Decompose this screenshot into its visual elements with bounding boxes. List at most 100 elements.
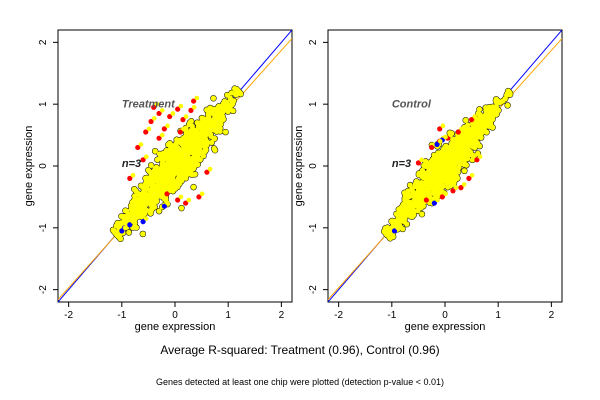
point — [152, 177, 158, 183]
point — [163, 162, 169, 168]
point — [438, 151, 444, 157]
point — [207, 166, 213, 172]
outlier-point-red — [164, 191, 170, 197]
point — [177, 166, 184, 172]
point — [211, 136, 217, 142]
point — [474, 126, 480, 133]
point — [129, 212, 136, 218]
point — [156, 208, 162, 214]
x-axis-label: gene expression — [405, 321, 486, 333]
point — [166, 153, 173, 160]
point — [443, 191, 448, 197]
point — [188, 118, 194, 124]
x-tick-label: -2 — [64, 310, 73, 321]
point — [191, 155, 197, 162]
point — [469, 135, 476, 142]
point — [165, 200, 170, 206]
point — [194, 95, 200, 101]
point — [469, 157, 476, 163]
point — [192, 171, 198, 177]
y-tick-label: 1 — [38, 101, 49, 107]
outlier-point-red — [175, 106, 181, 112]
point — [444, 148, 450, 154]
point — [413, 178, 420, 185]
x-axis-label: gene expression — [135, 321, 216, 333]
outlier-point-blue — [434, 141, 440, 147]
point — [443, 134, 448, 140]
point — [159, 108, 165, 113]
point — [137, 192, 143, 199]
outlier-point-red — [474, 157, 480, 163]
point — [411, 192, 418, 198]
point — [437, 138, 443, 144]
y-tick-label: -2 — [308, 285, 319, 294]
point — [426, 183, 433, 190]
point — [142, 191, 148, 198]
outlier-point-red — [437, 126, 443, 132]
point — [183, 148, 189, 154]
point — [485, 110, 491, 117]
point — [463, 117, 469, 123]
point — [419, 157, 424, 163]
point — [146, 168, 153, 175]
point — [403, 197, 409, 203]
point — [216, 113, 223, 120]
points-outliers — [119, 95, 213, 234]
point — [130, 219, 136, 224]
point — [472, 114, 478, 119]
point — [140, 231, 146, 237]
point — [200, 149, 207, 155]
point — [197, 156, 203, 163]
panel-treatment: -2 -1 0 1 2 -2 -1 0 1 2 gene expression gene expres… — [23, 29, 293, 333]
outlier-point-red — [183, 200, 189, 206]
point — [457, 161, 464, 167]
point — [174, 139, 180, 145]
outlier-point-red — [143, 129, 149, 135]
point — [476, 143, 483, 149]
points-main — [380, 87, 514, 242]
point — [499, 98, 506, 104]
point — [183, 114, 189, 119]
point — [148, 162, 154, 168]
point — [507, 90, 513, 96]
point — [147, 193, 154, 199]
point — [493, 111, 500, 118]
point — [122, 225, 128, 231]
point — [182, 134, 188, 140]
point — [199, 191, 205, 197]
point — [178, 103, 184, 109]
y-tick-label: 0 — [308, 163, 319, 169]
y-tick-label: 0 — [38, 163, 49, 169]
outlier-point-blue — [119, 228, 125, 234]
x-tick-label: 2 — [549, 310, 555, 321]
point — [191, 147, 198, 154]
point — [178, 194, 184, 200]
outlier-point-red — [180, 117, 186, 123]
point — [426, 161, 432, 167]
outlier-point-red — [455, 129, 461, 135]
point — [421, 187, 427, 193]
point — [190, 140, 197, 147]
point — [401, 190, 408, 196]
outlier-point-red — [466, 175, 472, 181]
point — [435, 154, 442, 161]
point — [228, 90, 235, 96]
point — [171, 150, 177, 156]
outlier-point-red — [127, 175, 133, 181]
point — [430, 189, 436, 195]
point — [174, 153, 181, 159]
point — [446, 154, 452, 160]
point — [395, 216, 401, 222]
point — [185, 142, 191, 149]
point — [125, 211, 131, 218]
panel-label: Treatment — [122, 98, 176, 110]
outlier-point-red — [175, 197, 181, 203]
y-tick-label: -1 — [308, 223, 319, 232]
point — [222, 129, 229, 135]
outlier-point-red — [204, 169, 210, 175]
outlier-point-red — [161, 126, 167, 132]
point — [414, 203, 421, 209]
point — [126, 229, 132, 236]
point — [471, 153, 477, 159]
